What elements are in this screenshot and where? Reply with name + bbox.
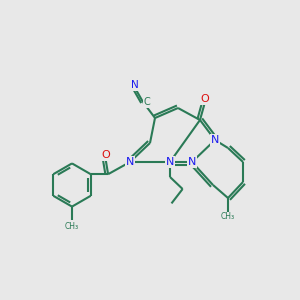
Text: CH₃: CH₃ xyxy=(65,222,79,231)
Text: N: N xyxy=(188,157,196,167)
Text: N: N xyxy=(126,157,134,167)
Text: N: N xyxy=(131,80,139,90)
Text: N: N xyxy=(166,157,174,167)
Text: O: O xyxy=(101,150,110,160)
Text: CH₃: CH₃ xyxy=(221,212,235,221)
Text: N: N xyxy=(211,135,219,145)
Text: C: C xyxy=(143,97,150,107)
Text: O: O xyxy=(201,94,209,104)
